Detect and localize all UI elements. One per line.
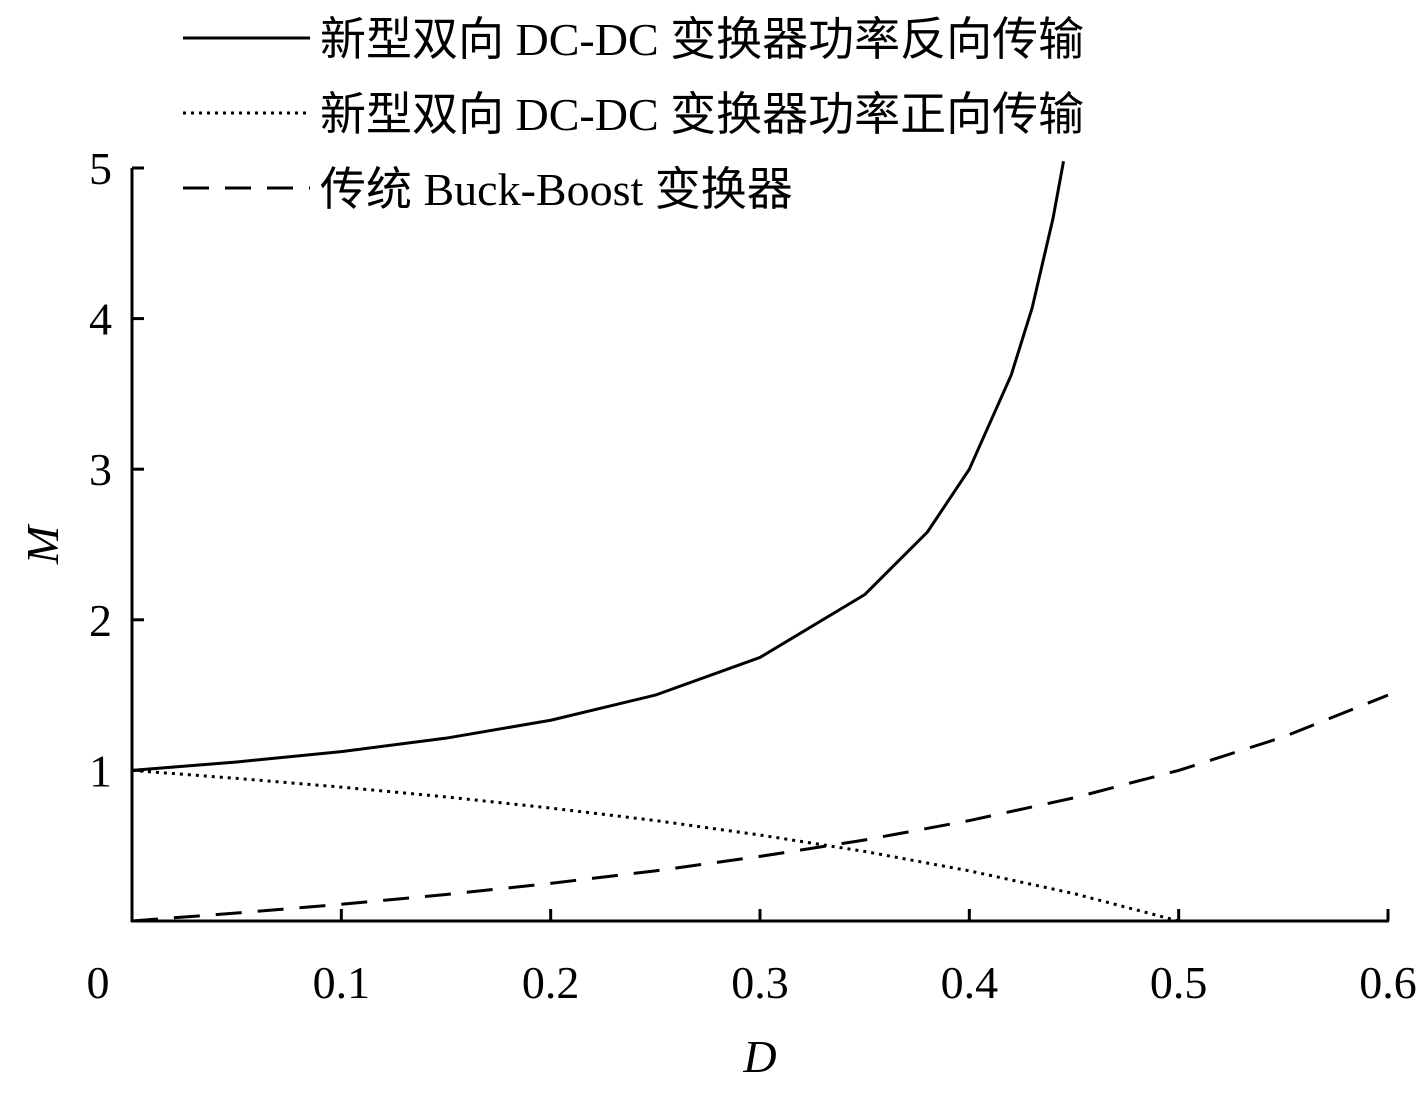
y-tick-label: 5 (89, 143, 112, 194)
x-tick-label: 0 (87, 957, 110, 1008)
x-tick-label: 0.4 (941, 957, 999, 1008)
x-tick-label: 0.6 (1359, 957, 1417, 1008)
y-tick-label: 2 (89, 595, 112, 646)
x-tick-label: 0.3 (731, 957, 789, 1008)
axes (130, 168, 1389, 923)
legend-label: 新型双向 DC-DC 变换器功率反向传输 (320, 14, 1084, 65)
legend-label: 传统 Buck-Boost 变换器 (320, 164, 793, 215)
legend-label: 新型双向 DC-DC 变换器功率正向传输 (320, 89, 1084, 140)
series-line-dashed (131, 693, 1389, 923)
y-tick-label: 3 (89, 444, 112, 495)
x-axis-label: D (742, 1031, 776, 1082)
series-line-dotted (131, 768, 1180, 923)
y-tick-label: 4 (89, 294, 112, 345)
series-line-solid (131, 160, 1066, 772)
x-tick-label: 0.1 (313, 957, 371, 1008)
y-axis-label: M (17, 523, 68, 565)
y-tick-label: 1 (89, 745, 112, 796)
x-tick-label: 0.5 (1150, 957, 1208, 1008)
x-tick-label: 0.2 (522, 957, 580, 1008)
